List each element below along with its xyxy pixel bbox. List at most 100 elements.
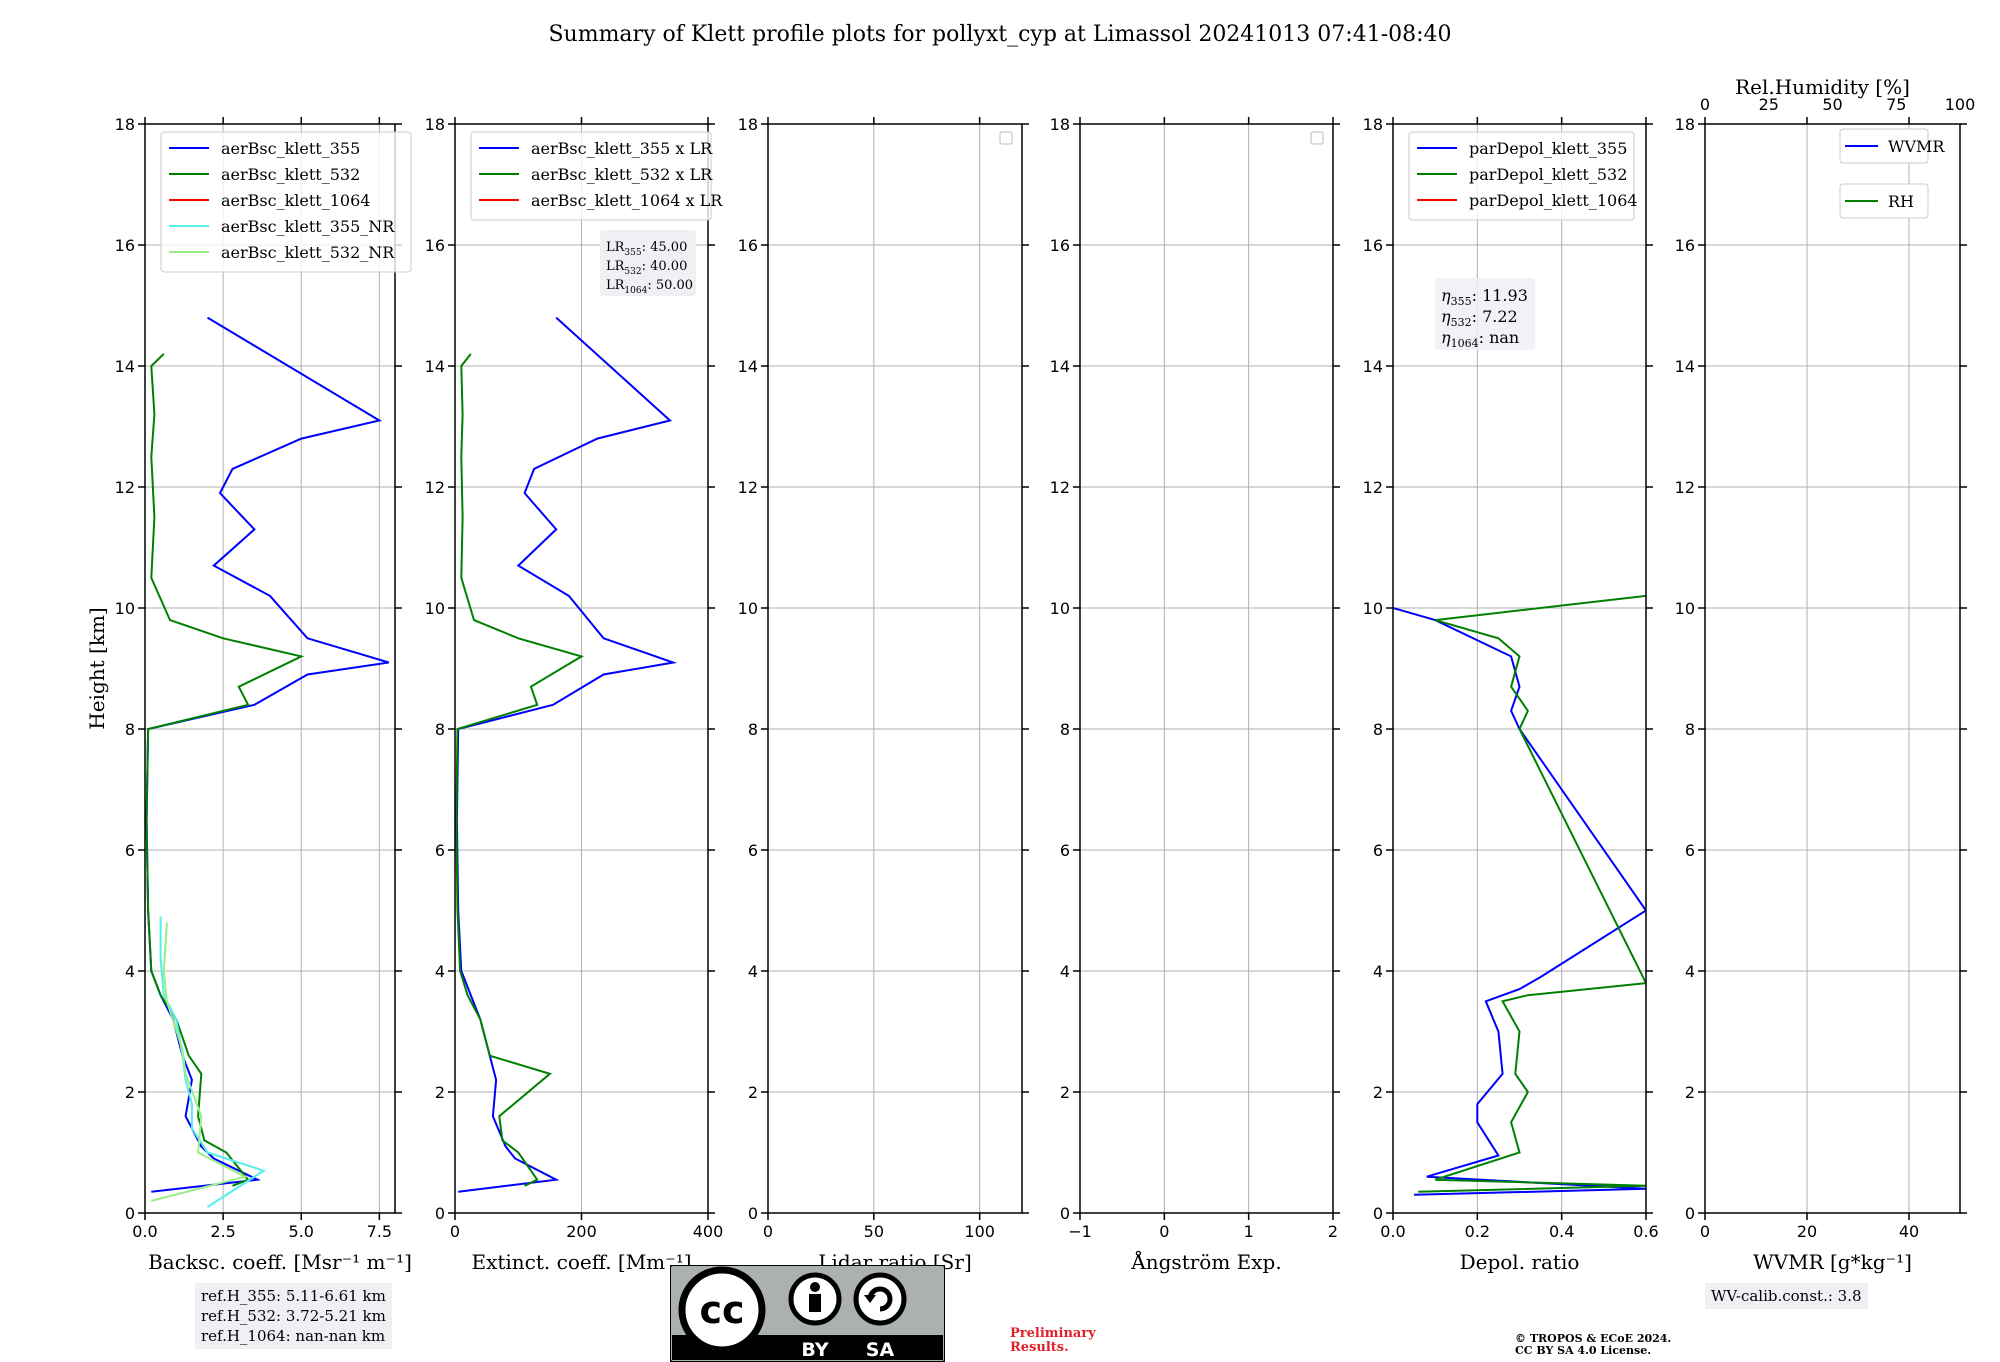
empty-legend: [1310, 131, 1324, 145]
preliminary-line-1: Preliminary: [1010, 1326, 1096, 1341]
legend-box: [1408, 131, 1635, 221]
legend-item-aerBsc_klett_355 x LR: aerBsc_klett_355 x LR: [531, 139, 713, 158]
legend-item-RH: RH: [1888, 192, 1914, 211]
panel-wv: 0 2 4 6 8 10 12 14 16 18 0 20 40 WVMR [g*kg⁻¹] WVMR RH 0…: [1675, 75, 1976, 1274]
y-tick-label: 6: [125, 841, 135, 860]
y-tick-label: 18: [1675, 115, 1695, 134]
panel-bsc: 0 2 4 6 8 10 12 14 16 18 0.0 2.5 5.0 7.5 Backsc. coeff…: [115, 115, 412, 1274]
x-tick-label: 20: [1797, 1222, 1817, 1241]
x-axis-label: Ångström Exp.: [1130, 1249, 1281, 1274]
y-tick-label: 14: [1050, 357, 1070, 376]
y-tick-label: 2: [1373, 1083, 1383, 1102]
y-tick-label: 16: [738, 236, 758, 255]
y-tick-label: 16: [115, 236, 135, 255]
x-tick-label: 0: [1700, 1222, 1710, 1241]
y-tick-label: 4: [1685, 962, 1695, 981]
y-tick-label: 4: [1373, 962, 1383, 981]
y-tick-label: 10: [1050, 599, 1070, 618]
preliminary-note: Preliminary Results.: [1010, 1327, 1096, 1355]
y-tick-label: 4: [748, 962, 758, 981]
x-tick-label: 0.2: [1465, 1222, 1490, 1241]
top-tick-label: 50: [1822, 95, 1842, 114]
x-axis-label: Extinct. coeff. [Mm⁻¹]: [471, 1250, 691, 1274]
series-group: [1393, 594, 1646, 1196]
x-tick-label: 2: [1328, 1222, 1338, 1241]
y-tick-label: 10: [738, 599, 758, 618]
y-tick-label: 12: [1050, 478, 1070, 497]
y-tick-label: 18: [115, 115, 135, 134]
y-tick-label: 14: [1675, 357, 1695, 376]
y-tick-label: 8: [435, 720, 445, 739]
y-tick-label: 10: [1363, 599, 1383, 618]
legend-item-parDepol_klett_1064: parDepol_klett_1064: [1469, 191, 1638, 210]
series-aerBsc_klett_532: [145, 353, 305, 1187]
axes-frame: [767, 123, 1023, 1214]
legend-item-WVMR: WVMR: [1888, 137, 1945, 156]
y-tick-label: 6: [435, 841, 445, 860]
wv-calib-text: WV-calib.const.: 3.8: [1711, 1287, 1862, 1305]
sa-label: SA: [866, 1339, 895, 1361]
wv-calib-box: WV-calib.const.: 3.8: [1705, 1283, 1868, 1309]
x-tick-label: 7.5: [367, 1222, 392, 1241]
x-tick-label: 100: [964, 1222, 995, 1241]
y-tick-label: 8: [748, 720, 758, 739]
ref-height-532: ref.H_532: 3.72-5.21 km: [201, 1307, 386, 1325]
y-tick-label: 4: [435, 962, 445, 981]
copyright-line-2: CC BY SA 4.0 License.: [1515, 1344, 1652, 1357]
series-group: [145, 316, 390, 1208]
y-tick-label: 18: [1363, 115, 1383, 134]
panel-dep: 0 2 4 6 8 10 12 14 16 18 0.0 0.2 0.4 0.6 Depol. ratio p…: [1363, 115, 1659, 1274]
y-tick-label: 14: [115, 357, 135, 376]
x-tick-label: 0.0: [1380, 1222, 1405, 1241]
axes-frame: [144, 123, 396, 1214]
top-axis-label: Rel.Humidity [%]: [1735, 75, 1910, 99]
sa-icon: [853, 1272, 907, 1326]
series-aerBsc_klett_355 x LR: [455, 316, 674, 1193]
eta-line-532: η532: 7.22: [1441, 307, 1518, 329]
x-tick-label: 2.5: [210, 1222, 235, 1241]
series-parDepol_klett_532: [1418, 594, 1646, 1193]
y-tick-label: 2: [125, 1083, 135, 1102]
y-tick-label: 0: [1060, 1204, 1070, 1223]
x-tick-label: 400: [693, 1222, 724, 1241]
legend-box: [160, 131, 412, 273]
x-tick-label: 200: [566, 1222, 597, 1241]
x-axis-label: Depol. ratio: [1460, 1250, 1580, 1274]
legend-item-aerBsc_klett_355_NR: aerBsc_klett_355_NR: [221, 217, 395, 236]
legend-item-parDepol_klett_355: parDepol_klett_355: [1469, 139, 1627, 158]
y-tick-label: 8: [125, 720, 135, 739]
y-tick-label: 12: [1675, 478, 1695, 497]
y-tick-label: 18: [738, 115, 758, 134]
y-tick-label: 8: [1060, 720, 1070, 739]
axes-frame: [454, 123, 709, 1214]
x-tick-label: 0: [450, 1222, 460, 1241]
axes-frame: [1704, 123, 1961, 1214]
y-tick-label: 12: [425, 478, 445, 497]
ref-height-355: ref.H_355: 5.11-6.61 km: [201, 1287, 386, 1305]
y-tick-label: 6: [1373, 841, 1383, 860]
y-tick-label: 12: [738, 478, 758, 497]
legend-box: [1839, 183, 1929, 219]
y-tick-label: 0: [1685, 1204, 1695, 1223]
x-tick-label: 0.0: [132, 1222, 157, 1241]
copyright-line-1: © TROPOS & ECoE 2024.: [1515, 1332, 1672, 1345]
top-tick-label: 0: [1700, 95, 1710, 114]
y-tick-label: 12: [115, 478, 135, 497]
ref-height-1064: ref.H_1064: nan-nan km: [201, 1327, 386, 1345]
y-tick-label: 14: [1363, 357, 1383, 376]
x-tick-label: 0: [1159, 1222, 1169, 1241]
y-tick-label: 6: [1685, 841, 1695, 860]
eta-line-1064: η1064: nan: [1441, 328, 1519, 350]
series-aerBsc_klett_355_NR: [159, 916, 267, 1208]
series-group: [455, 316, 674, 1193]
x-tick-label: 0: [763, 1222, 773, 1241]
y-tick-label: 0: [125, 1204, 135, 1223]
figure-title: Summary of Klett profile plots for polly…: [548, 22, 1452, 47]
y-tick-label: 10: [1675, 599, 1695, 618]
legend-item-parDepol_klett_532: parDepol_klett_532: [1469, 165, 1627, 184]
legend-item-aerBsc_klett_532: aerBsc_klett_532: [221, 165, 360, 184]
y-tick-label: 14: [738, 357, 758, 376]
